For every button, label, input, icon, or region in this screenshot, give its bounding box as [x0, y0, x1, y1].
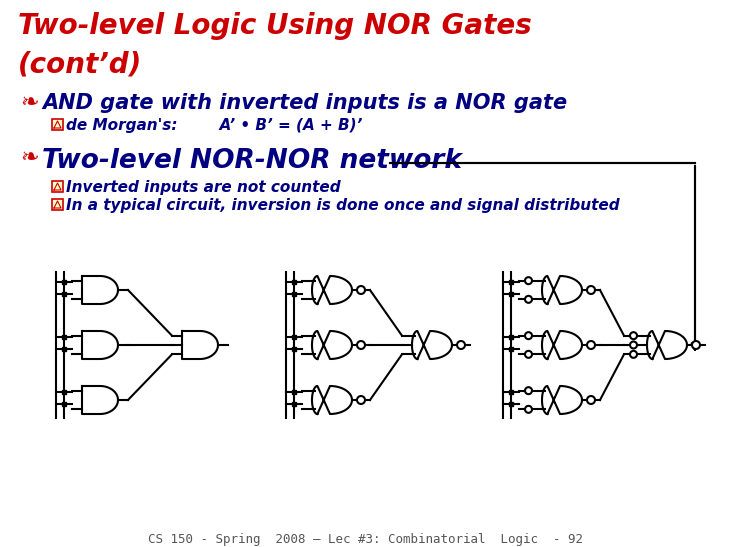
Polygon shape: [542, 386, 582, 414]
FancyBboxPatch shape: [52, 199, 63, 210]
Circle shape: [357, 396, 365, 404]
Polygon shape: [82, 276, 118, 304]
Circle shape: [525, 296, 532, 303]
Circle shape: [525, 332, 532, 339]
Circle shape: [587, 286, 595, 294]
FancyBboxPatch shape: [52, 119, 63, 130]
Text: (cont’d): (cont’d): [18, 50, 142, 78]
Circle shape: [525, 351, 532, 358]
Circle shape: [630, 351, 637, 358]
Polygon shape: [542, 276, 582, 304]
Text: Two-level Logic Using NOR Gates: Two-level Logic Using NOR Gates: [18, 12, 531, 40]
Polygon shape: [82, 331, 118, 359]
Polygon shape: [412, 331, 452, 359]
FancyBboxPatch shape: [52, 181, 63, 192]
Circle shape: [457, 341, 465, 349]
Text: de Morgan's:        A’ • B’ = (A + B)’: de Morgan's: A’ • B’ = (A + B)’: [66, 118, 362, 133]
Text: AND gate with inverted inputs is a NOR gate: AND gate with inverted inputs is a NOR g…: [42, 93, 567, 113]
Text: In a typical circuit, inversion is done once and signal distributed: In a typical circuit, inversion is done …: [66, 198, 620, 213]
Text: ❧: ❧: [20, 148, 39, 168]
Circle shape: [587, 341, 595, 349]
Circle shape: [525, 277, 532, 284]
Polygon shape: [312, 331, 352, 359]
Circle shape: [630, 332, 637, 339]
Circle shape: [587, 396, 595, 404]
Circle shape: [692, 341, 700, 349]
Circle shape: [357, 341, 365, 349]
Polygon shape: [542, 331, 582, 359]
Polygon shape: [82, 386, 118, 414]
Text: ❧: ❧: [20, 93, 39, 113]
Circle shape: [357, 286, 365, 294]
Circle shape: [525, 387, 532, 394]
Polygon shape: [312, 276, 352, 304]
Text: Two-level NOR-NOR network: Two-level NOR-NOR network: [42, 148, 462, 174]
Text: Inverted inputs are not counted: Inverted inputs are not counted: [66, 180, 341, 195]
Circle shape: [525, 406, 532, 413]
Text: CS 150 - Spring  2008 – Lec #3: Combinatorial  Logic  - 92: CS 150 - Spring 2008 – Lec #3: Combinato…: [147, 533, 583, 546]
Circle shape: [630, 341, 637, 348]
Polygon shape: [312, 386, 352, 414]
Polygon shape: [647, 331, 687, 359]
Polygon shape: [182, 331, 218, 359]
